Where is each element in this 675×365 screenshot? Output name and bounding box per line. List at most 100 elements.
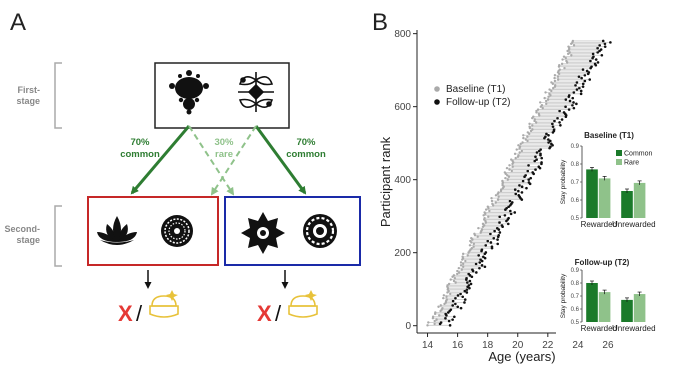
mid-arrow-word: rare xyxy=(215,149,233,160)
rare-arrow-1 xyxy=(188,125,235,196)
followup-point xyxy=(498,231,502,234)
baseline-point xyxy=(558,64,561,67)
first-stage-box xyxy=(154,62,290,129)
followup-point xyxy=(560,118,564,121)
baseline-point xyxy=(508,168,511,171)
baseline-point xyxy=(553,76,556,80)
followup-point xyxy=(459,306,463,310)
baseline-point xyxy=(464,259,467,263)
followup-point xyxy=(511,201,514,204)
followup-point xyxy=(589,59,592,63)
baseline-point xyxy=(522,134,525,137)
followup-point xyxy=(495,226,499,230)
followup-point xyxy=(478,266,481,270)
outcome-slash-left: / xyxy=(136,301,143,326)
followup-point xyxy=(558,109,561,113)
inset-bar xyxy=(633,294,646,322)
followup-point xyxy=(498,215,502,219)
followup-point xyxy=(486,239,490,243)
followup-point xyxy=(503,213,507,217)
followup-point xyxy=(529,176,533,180)
inset-bar xyxy=(598,178,611,218)
followup-point xyxy=(556,116,559,120)
followup-point xyxy=(500,223,504,227)
baseline-point xyxy=(514,156,517,160)
followup-point xyxy=(505,206,508,210)
baseline-point xyxy=(503,171,507,174)
fractal-icon xyxy=(169,70,209,115)
baseline-point xyxy=(570,54,573,57)
followup-point xyxy=(507,216,510,220)
baseline-point xyxy=(456,272,459,276)
followup-point xyxy=(526,169,530,173)
baseline-point xyxy=(548,92,551,96)
baseline-point xyxy=(544,91,547,94)
followup-point xyxy=(497,234,501,237)
followup-point xyxy=(590,65,593,68)
inset-baseline-title: Baseline (T1) xyxy=(584,131,634,140)
inset-followup-plot: 0.5 0.6 0.7 0.8 0.9 Stay probability RewardedU… xyxy=(560,268,656,333)
followup-point xyxy=(585,69,589,73)
inset-baseline-plot: 0.5 0.6 0.7 0.8 0.9 Stay probability RewardedU… xyxy=(560,144,656,229)
followup-point xyxy=(467,272,470,276)
baseline-point xyxy=(449,292,452,296)
inset-y-tick-label: 0.8 xyxy=(571,162,580,168)
inset-bar xyxy=(586,283,598,322)
baseline-point xyxy=(506,178,509,181)
followup-point xyxy=(471,268,474,271)
baseline-point xyxy=(550,81,553,84)
followup-point xyxy=(527,163,530,167)
baseline-point xyxy=(446,284,449,287)
baseline-point xyxy=(541,106,544,110)
inset-bar xyxy=(598,292,611,322)
main-series xyxy=(426,39,612,327)
baseline-point xyxy=(459,264,463,267)
followup-point xyxy=(467,284,471,287)
followup-point xyxy=(535,158,538,161)
followup-point xyxy=(547,138,550,141)
baseline-point xyxy=(434,311,437,314)
followup-point xyxy=(509,209,512,213)
baseline-point xyxy=(461,262,465,266)
baseline-point xyxy=(547,95,550,98)
followup-point xyxy=(575,88,579,91)
x-tick-label: 26 xyxy=(602,340,614,351)
baseline-point xyxy=(531,128,534,131)
baseline-point xyxy=(563,66,566,70)
first-stage-label-2: stage xyxy=(16,96,40,106)
baseline-point xyxy=(445,298,448,301)
followup-point xyxy=(470,275,474,279)
baseline-point xyxy=(486,205,490,208)
followup-point xyxy=(451,318,454,321)
baseline-point xyxy=(442,294,446,297)
baseline-point xyxy=(521,141,524,144)
baseline-point xyxy=(507,175,511,178)
baseline-point xyxy=(554,84,557,87)
baseline-point xyxy=(472,245,475,248)
followup-point xyxy=(514,192,518,196)
inset-y-tick-label: 0.9 xyxy=(571,144,580,150)
baseline-point xyxy=(494,194,498,197)
followup-point xyxy=(550,142,553,146)
followup-point xyxy=(599,48,603,51)
followup-point xyxy=(564,98,568,101)
baseline-point xyxy=(558,68,561,71)
followup-point xyxy=(454,296,457,300)
baseline-point xyxy=(548,88,551,91)
followup-point xyxy=(463,298,467,301)
followup-point xyxy=(594,58,598,61)
followup-point xyxy=(540,156,544,160)
baseline-point xyxy=(439,304,442,307)
baseline-point xyxy=(496,198,500,201)
followup-point xyxy=(479,258,482,261)
followup-point xyxy=(603,42,607,46)
ornament-icon xyxy=(238,72,274,112)
no-reward-x-right: X xyxy=(257,301,272,326)
x-tick-label: 22 xyxy=(542,340,554,351)
followup-point xyxy=(513,211,517,214)
followup-point xyxy=(483,265,487,269)
inset-baseline: Baseline (T1) 0.5 0.6 0.7 0.8 0.9 Stay probab… xyxy=(556,127,656,244)
followup-point xyxy=(484,244,488,247)
followup-point xyxy=(551,125,555,128)
